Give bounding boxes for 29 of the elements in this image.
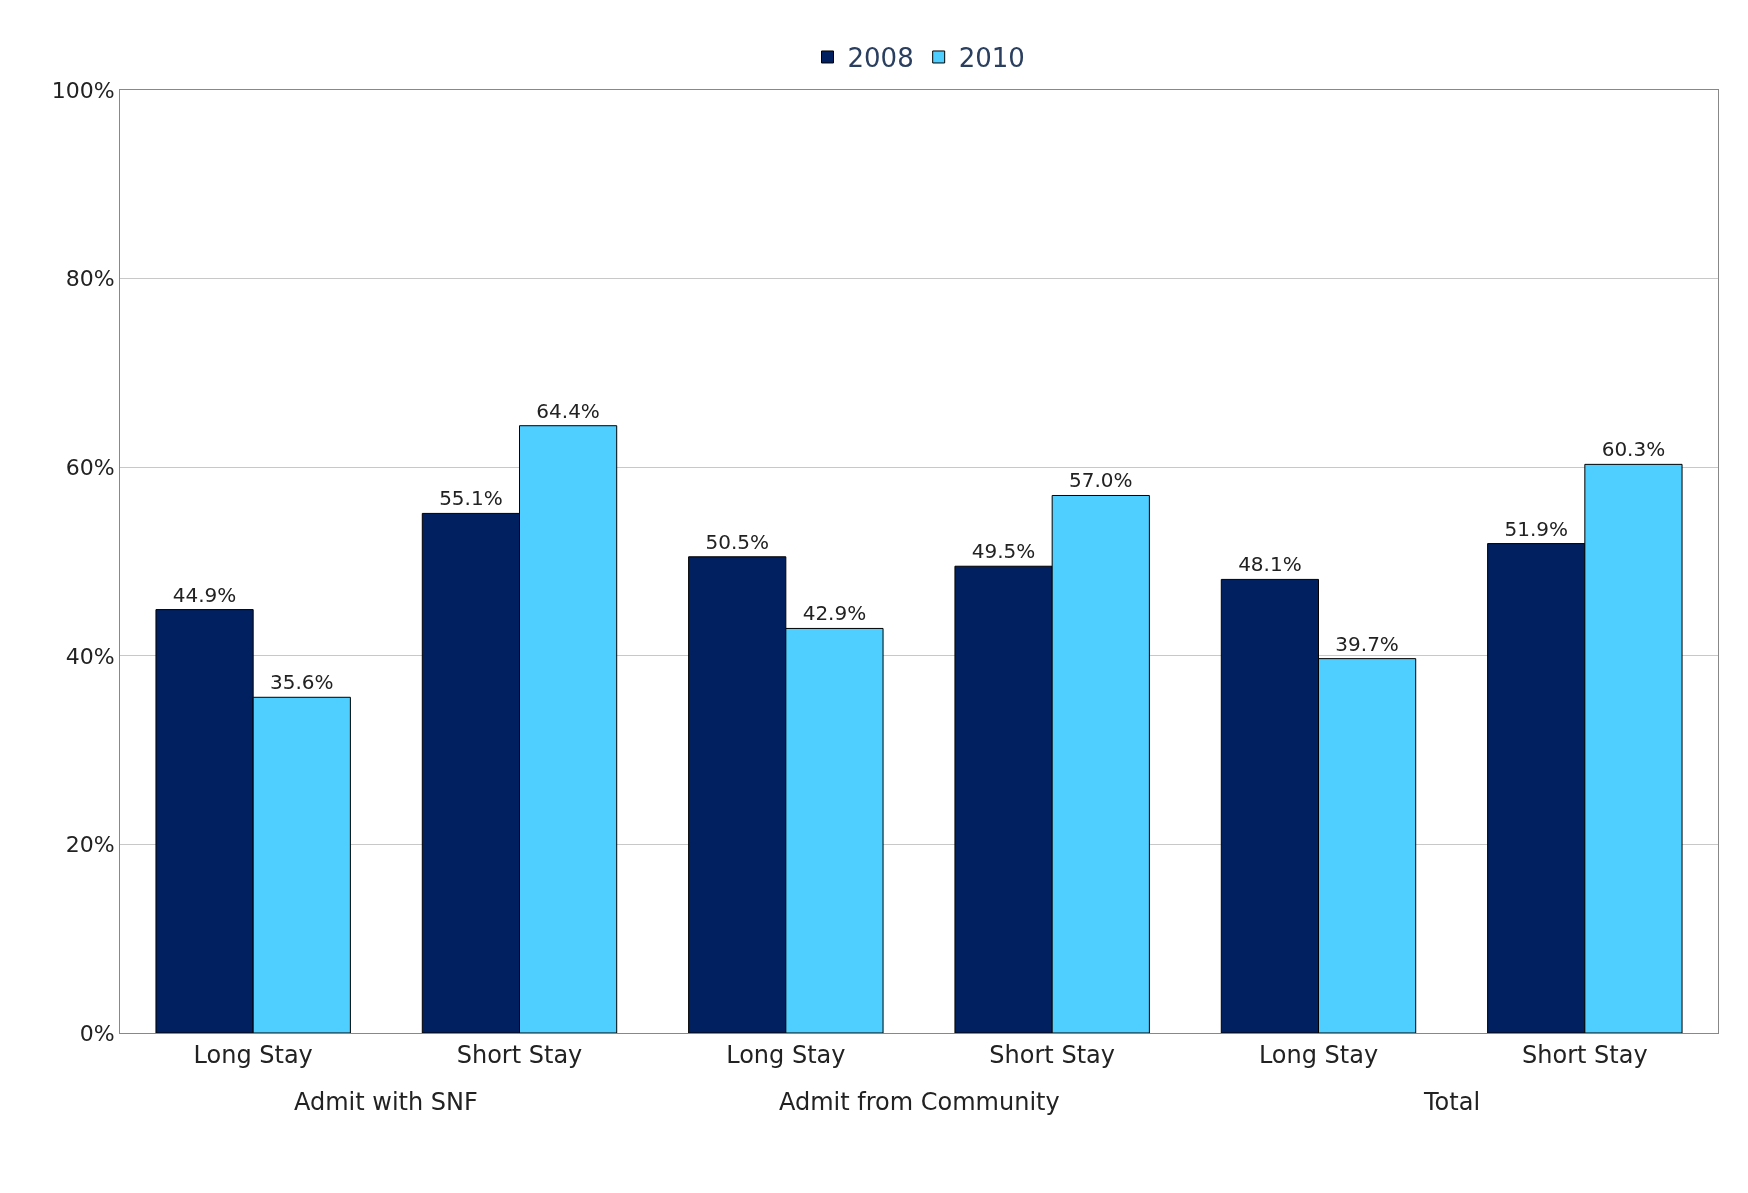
data-label: 57.0% xyxy=(1069,468,1133,493)
data-label: 39.7% xyxy=(1335,631,1399,656)
y-tick-label: 100% xyxy=(51,77,115,103)
data-label: 42.9% xyxy=(802,601,867,626)
y-tick-label: 20% xyxy=(65,832,115,858)
data-label: 35.6% xyxy=(270,670,334,695)
y-tick-label: 0% xyxy=(79,1020,115,1046)
data-label: 55.1% xyxy=(439,486,503,511)
text: Admit from Community xyxy=(779,1088,1060,1116)
legend-label: 2008 xyxy=(847,43,914,74)
data-label: 50.5% xyxy=(705,529,769,554)
data-label: 60.3% xyxy=(1601,437,1666,462)
legend-label: 2010 xyxy=(958,43,1025,74)
y-tick-label: 60% xyxy=(65,454,115,480)
text: Total xyxy=(1423,1088,1481,1116)
x-tick-label: Long Stay xyxy=(1258,1040,1379,1069)
text: Admit with SNF xyxy=(294,1088,478,1116)
x-tick-label: Long Stay xyxy=(193,1040,313,1069)
data-label: 49.5% xyxy=(971,539,1036,564)
x-tick-label: Short Stay xyxy=(989,1040,1115,1069)
x-tick-label: Short Stay xyxy=(456,1040,583,1069)
y-tick-label: 40% xyxy=(65,643,115,669)
x-tick-label: Long Stay xyxy=(726,1040,846,1069)
data-label: 44.9% xyxy=(172,582,237,607)
data-label: 48.1% xyxy=(1238,552,1302,577)
data-label: 64.4% xyxy=(536,398,600,423)
data-label: 51.9% xyxy=(1504,516,1568,541)
x-tick-label: Short Stay xyxy=(1522,1040,1648,1069)
y-tick-label: 80% xyxy=(65,266,115,292)
